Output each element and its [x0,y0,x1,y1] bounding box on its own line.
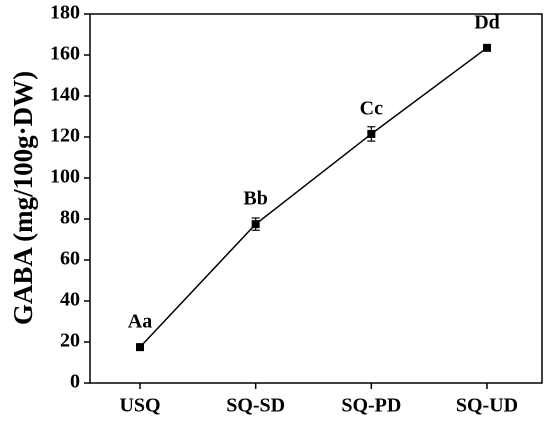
point-label: Cc [360,98,383,120]
y-tick-label: 180 [50,2,80,24]
point-label: Dd [474,11,500,33]
y-tick-label: 20 [60,330,80,352]
marker [251,220,260,229]
y-tick-label: 100 [50,166,80,188]
marker [136,343,144,352]
x-tick-label: SQ-SD [226,395,285,417]
y-tick-label: 0 [70,371,80,393]
x-tick-label: USQ [119,395,160,417]
y-tick-label: 140 [50,84,80,106]
plot-frame [89,13,543,384]
y-tick-label: 60 [60,248,80,270]
point-label: Aa [128,311,152,333]
data-line [139,47,488,348]
y-tick-label: 120 [50,125,80,147]
y-tick-label: 40 [60,289,80,311]
y-axis-label: GABA (mg/100g·DW) [8,71,38,325]
marker [483,43,491,52]
y-tick-label: 160 [50,43,80,65]
point-label: Bb [243,188,267,210]
marker [367,129,376,138]
x-tick-label: SQ-PD [341,395,401,417]
x-tick-label: SQ-UD [456,395,518,417]
y-tick-label: 80 [60,207,80,229]
